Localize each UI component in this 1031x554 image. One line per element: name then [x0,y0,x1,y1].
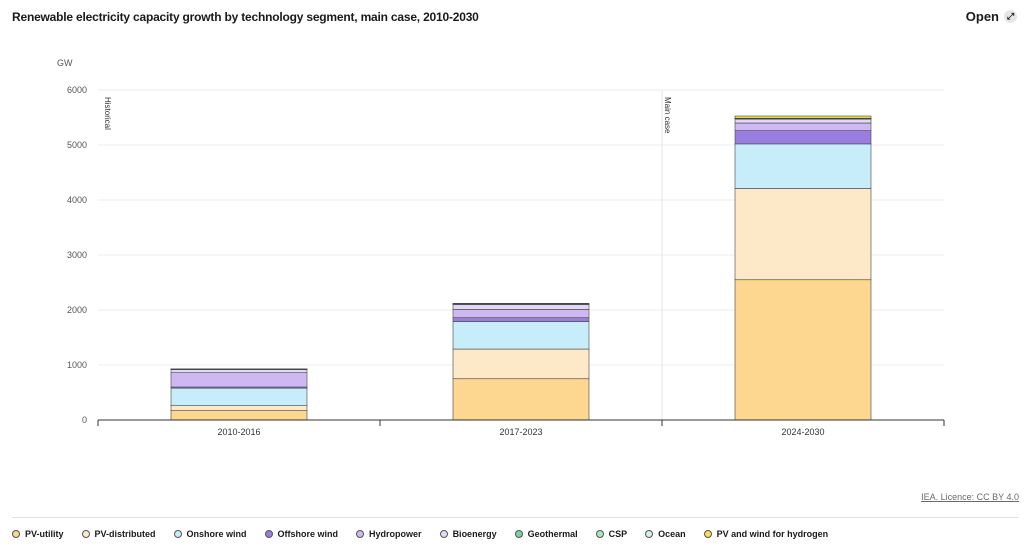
y-axis-ticks: 0 1000 2000 3000 4000 5000 6000 [67,85,87,425]
period-annotation: Historical [103,97,112,130]
period-annotation: Main case [663,97,672,134]
legend-item[interactable]: Hydropower [356,529,422,539]
legend-item[interactable]: Onshore wind [173,529,247,539]
legend-label: PV-utility [25,529,64,539]
bar-segment[interactable] [452,378,590,421]
bar-segment[interactable] [734,118,872,124]
bar-segment[interactable] [452,303,590,305]
bar-segment[interactable] [734,188,872,281]
x-tick-label: 2017-2023 [499,427,542,437]
bar-segment[interactable] [734,130,872,145]
legend-swatch-icon [439,530,448,538]
legend-swatch-icon [356,530,365,538]
bar-segment[interactable] [452,321,590,350]
bar-segment[interactable] [170,387,308,407]
y-tick-label: 0 [82,415,87,425]
bar-segment[interactable] [452,317,590,322]
bar-segment[interactable] [452,309,590,319]
legend-item[interactable]: PV-utility [12,529,64,539]
legend-swatch-icon [81,530,90,538]
legend-label: Geothermal [527,529,578,539]
y-tick-label: 6000 [67,85,87,95]
legend-swatch-icon [12,530,20,538]
legend-swatch-icon [703,530,712,538]
stacked-bars [170,115,872,421]
legend-label: PV and wind for hydrogen [716,529,829,539]
legend-label: Offshore wind [277,529,339,539]
legend-swatch-icon [264,530,273,538]
legend-item[interactable]: Bioenergy [439,529,497,539]
bar-segment[interactable] [734,122,872,131]
legend-item[interactable]: Ocean [645,529,686,539]
legend-label: Ocean [658,529,686,539]
y-tick-label: 1000 [67,360,87,370]
bar-segment[interactable] [170,405,308,411]
chart-title: Renewable electricity capacity growth by… [12,10,479,24]
bar-segment[interactable] [734,143,872,189]
legend-swatch-icon [173,530,182,538]
legend-label: Bioenergy [452,529,497,539]
x-tick-label: 2024-2030 [781,427,824,437]
legend: PV-utility PV-distributed Onshore wind Offs… [12,529,828,539]
period-annotations: Historical Main case [103,90,672,420]
open-button[interactable]: Open ⤢ [966,9,1017,24]
legend-item[interactable]: CSP [595,529,628,539]
source-link[interactable]: IEA. Licence: CC BY 4.0 [921,492,1019,502]
legend-item[interactable]: Offshore wind [264,529,339,539]
bar-segment[interactable] [734,279,872,421]
expand-arrow-icon: ⤢ [1004,10,1017,23]
open-label: Open [965,9,999,24]
legend-item[interactable]: Geothermal [514,529,578,539]
bar-segment[interactable] [170,372,308,388]
legend-swatch-icon [514,530,523,538]
legend-label: CSP [608,529,628,539]
legend-divider [12,517,1019,518]
bar-segment[interactable] [734,115,872,119]
bar-segment[interactable] [170,368,308,370]
legend-swatch-icon [595,530,604,538]
y-axis-label: GW [57,58,73,68]
legend-label: Hydropower [369,529,422,539]
bar-segment[interactable] [452,304,590,310]
x-tick-label: 2010-2016 [217,427,260,437]
y-tick-label: 4000 [67,195,87,205]
legend-item[interactable]: PV-distributed [81,529,156,539]
legend-item[interactable]: PV and wind for hydrogen [703,529,829,539]
y-tick-label: 2000 [67,305,87,315]
y-tick-label: 3000 [67,250,87,260]
y-tick-label: 5000 [67,140,87,150]
legend-swatch-icon [645,530,654,538]
legend-label: PV-distributed [94,529,156,539]
bar-segment[interactable] [170,410,308,421]
legend-label: Onshore wind [186,529,247,539]
x-axis: 2010-2016 2017-2023 2024-2030 [97,419,945,437]
chart-area: 0 1000 2000 3000 4000 5000 6000 GW Historical M… [57,58,945,437]
bar-segment[interactable] [452,348,590,380]
